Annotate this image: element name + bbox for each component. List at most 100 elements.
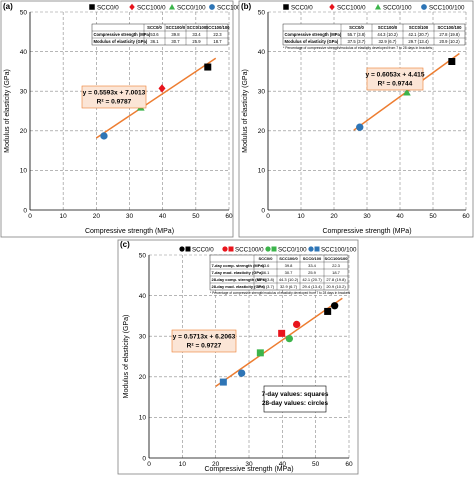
x-tick-label: 30 (363, 213, 371, 220)
x-tick-label: 50 (429, 213, 437, 220)
data-table: SCC0/0 SCC100/0 SCC0/100 SCC100/100Compress… (282, 23, 466, 50)
y-tick-label: 50 (20, 9, 28, 16)
table-cell: 30.7 (171, 39, 180, 44)
panel-label: (a) (3, 2, 13, 11)
y-tick-label: 30 (258, 89, 266, 96)
table-cell: 32.9 (6.7) (280, 284, 298, 289)
y-axis-label: Modulus of elasticity (GPa) (123, 315, 130, 399)
x-tick-label: 40 (396, 213, 404, 220)
table-cell: 36.1 (150, 39, 159, 44)
table-header-cell: SCC0/100 (303, 256, 322, 261)
legend-label: SCC0/0 (192, 246, 214, 253)
table-header-cell: SCC100/100 (325, 256, 349, 261)
table-cell: 36.1 (262, 270, 271, 275)
y-tick-label: 40 (139, 293, 147, 300)
table-cell: 22.3 (213, 32, 222, 37)
y-axis-label: Modulus of elasticity (GPa) (242, 69, 249, 153)
panel-label: (c) (120, 240, 130, 249)
x-tick-label: 0 (266, 213, 270, 220)
data-point (285, 334, 294, 343)
y-tick-label: 0 (23, 207, 27, 214)
annotation-text: 7-day values: squares (262, 391, 329, 398)
table-cell: 18.7 (213, 39, 222, 44)
table-cell: 25.9 (308, 270, 317, 275)
table-cell: 29.4 (13.4) (302, 284, 322, 289)
table-cell: 53.6 (150, 32, 159, 37)
legend-label: SCC100/0 (235, 246, 264, 253)
y-tick-label: 30 (20, 89, 28, 96)
legend-label: SCC100/0 (337, 4, 366, 11)
table-header-cell: SCC100/100 (206, 25, 231, 30)
table-cell: 33.4 (308, 263, 317, 268)
legend: SCC0/0 SCC100/0 SCC0/100 SCC100/100 (283, 3, 465, 11)
legend-marker (374, 3, 382, 10)
data-point (448, 58, 456, 65)
x-tick-label: 30 (245, 461, 253, 468)
table-cell: 42.1 (20.7) (408, 32, 429, 37)
table-header-cell: SCC100/0 (378, 25, 398, 30)
chart-panel-3: (c) 0 10 20 30 40 50 60 0 10 20 30 40 50 Compressive s… (117, 239, 359, 475)
table-header-cell: SCC0/100 (409, 25, 429, 30)
table-cell: 44.3 (10.2) (279, 277, 299, 282)
x-tick-label: 60 (345, 461, 353, 468)
legend-marker-square (185, 246, 191, 252)
data-point (292, 320, 301, 329)
trendline-equation: y = 0.6053x + 4.415 (365, 72, 424, 79)
x-axis-label: Compressive strength (MPa) (204, 466, 293, 473)
table-cell: 20.9 (10.2) (326, 284, 346, 289)
table-cell: 33.4 (192, 32, 201, 37)
x-tick-label: 30 (126, 213, 134, 220)
x-tick-label: 60 (225, 213, 233, 220)
y-tick-label: 50 (139, 252, 147, 259)
x-tick-label: 10 (297, 213, 305, 220)
table-cell: 7-day mod. elasticity (GPa) (212, 270, 264, 275)
table-cell: 28-day mod. elasticity (GPa) (212, 284, 266, 289)
legend-marker (329, 3, 335, 11)
legend-marker-square (271, 246, 277, 252)
data-point (403, 88, 411, 96)
table-frame (209, 254, 349, 291)
y-tick-label: 20 (20, 128, 28, 135)
table-cell: 28-day comp. strength (MPa) (212, 277, 267, 282)
y-tick-label: 10 (139, 415, 147, 422)
legend-marker-circle (222, 246, 228, 252)
r-squared: R² = 0.9727 (187, 343, 222, 350)
legend-label: SCC100/100 (321, 246, 357, 253)
table-header-cell: SCC0/0 (349, 25, 364, 30)
y-tick-label: 0 (261, 207, 265, 214)
legend-label: SCC0/100 (177, 4, 206, 11)
legend-marker (283, 4, 289, 10)
legend: SCC0/0 SCC100/0 SCC0/100 SCC100/100 (179, 246, 357, 253)
y-tick-label: 30 (139, 334, 147, 341)
data-table: SCC0/0 SCC100/0 SCC0/100 SCC100/100Compress… (91, 23, 231, 46)
legend-marker (421, 4, 427, 10)
legend-marker-circle (179, 246, 185, 252)
legend-label: SCC100/100 (429, 4, 465, 11)
equation-box (366, 67, 424, 91)
table-cell: 39.8 (171, 32, 180, 37)
data-point (356, 123, 364, 131)
table-header-cell: SCC100/0 (279, 256, 298, 261)
table-cell: 30.7 (285, 270, 294, 275)
annotation-box (263, 385, 327, 413)
table-frame (282, 23, 466, 46)
legend-label: SCC0/100 (278, 246, 307, 253)
table-cell: 27.8 (19.8) (439, 32, 460, 37)
table-note: * Percentage of compressive strength/mod… (210, 291, 351, 295)
table-cell: 44.3 (10.2) (377, 32, 398, 37)
data-point (256, 349, 264, 357)
y-tick-label: 10 (258, 168, 266, 175)
annotation-text: 28-day values: circles (262, 400, 329, 407)
y-tick-label: 20 (139, 374, 147, 381)
table-note: * Percentage of compressive strength/mod… (283, 46, 432, 50)
x-axis-label: Compressive strength (MPa) (85, 228, 174, 235)
y-tick-label: 20 (258, 128, 266, 135)
x-tick-label: 10 (60, 213, 68, 220)
trendline (95, 57, 217, 139)
table-cell: 25.9 (192, 39, 201, 44)
table-frame (91, 23, 229, 46)
legend-marker-circle (308, 246, 314, 252)
x-tick-label: 50 (192, 213, 200, 220)
table-cell: Compressive strength (MPa) (94, 32, 151, 37)
